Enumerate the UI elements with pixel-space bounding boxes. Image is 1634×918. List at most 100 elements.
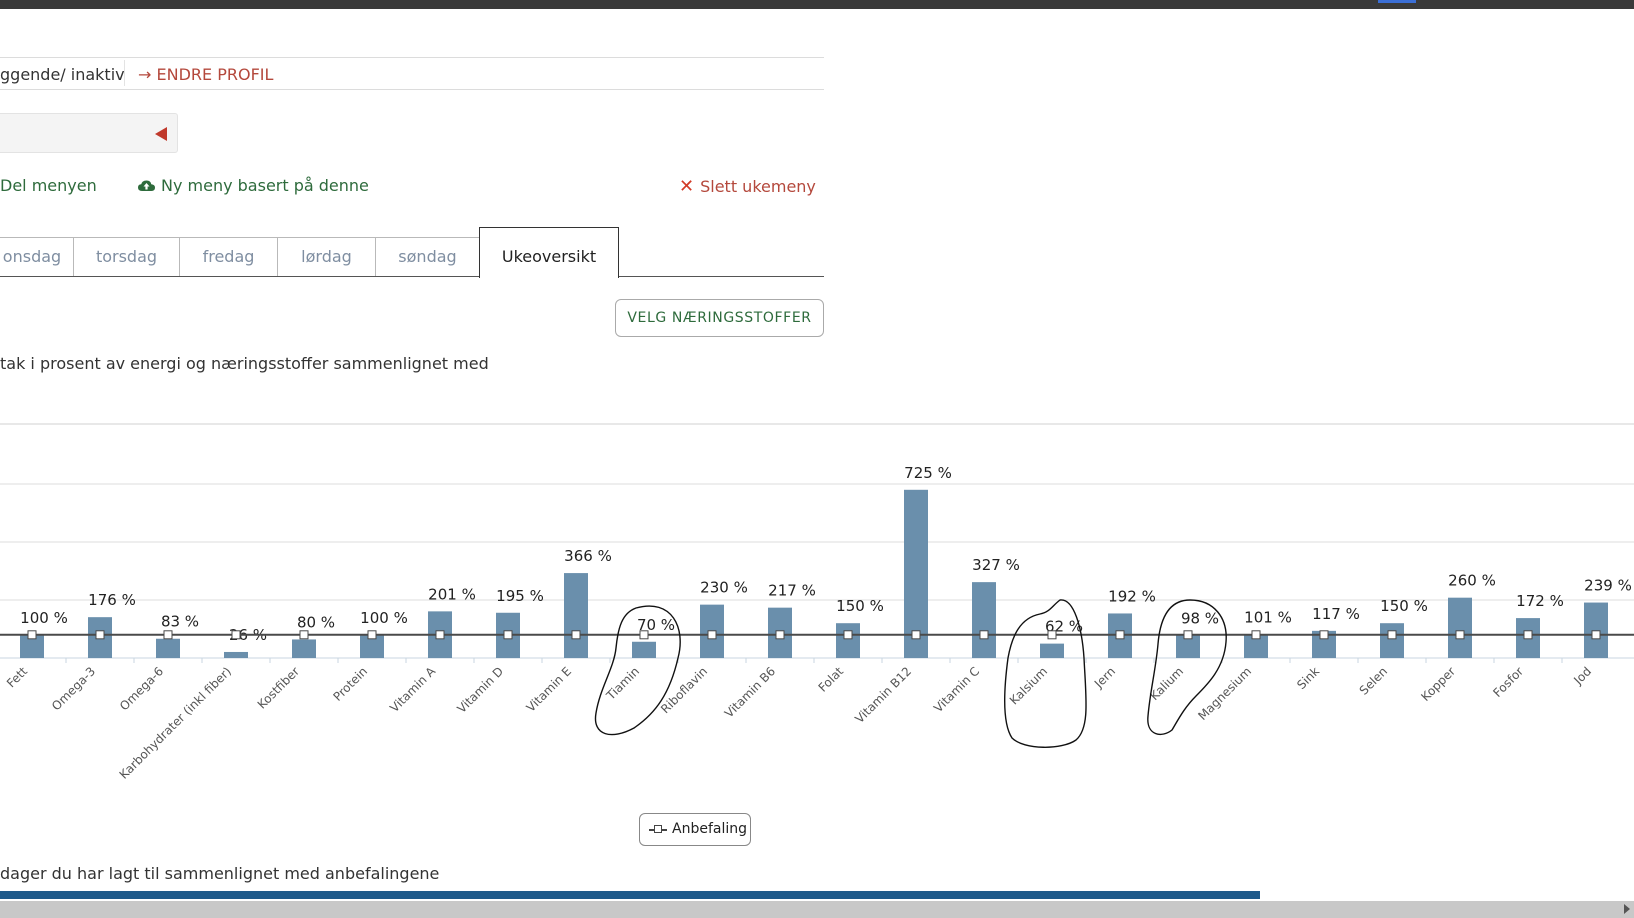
category-label: Fett bbox=[4, 664, 30, 690]
recommendation-marker bbox=[367, 630, 377, 640]
tab-ukeoversikt[interactable]: Ukeoversikt bbox=[479, 227, 619, 278]
category-label: Riboflavin bbox=[658, 664, 710, 716]
data-label: 176 % bbox=[88, 591, 136, 609]
cloud-upload-icon bbox=[138, 180, 155, 191]
tabs-baseline bbox=[0, 276, 824, 277]
data-label: 217 % bbox=[768, 582, 816, 600]
tab-torsdag[interactable]: torsdag bbox=[73, 237, 180, 277]
bar bbox=[292, 639, 316, 658]
tab-fredag[interactable]: fredag bbox=[179, 237, 278, 277]
legend-anbefaling-button[interactable]: Anbefaling bbox=[639, 813, 751, 846]
new-menu-link[interactable]: Ny meny basert på denne bbox=[138, 176, 369, 195]
browser-accent bbox=[1378, 0, 1416, 3]
menu-select[interactable] bbox=[0, 113, 178, 153]
horizontal-scrollbar[interactable] bbox=[0, 901, 1634, 918]
data-label: 201 % bbox=[428, 585, 476, 603]
recommendation-marker bbox=[843, 630, 853, 640]
recommendation-marker bbox=[1455, 630, 1465, 640]
highlight-circle-annotation bbox=[1147, 599, 1227, 736]
recommendation-marker bbox=[503, 630, 513, 640]
recommendation-marker bbox=[1251, 630, 1261, 640]
separator bbox=[124, 60, 125, 86]
profile-row: ggende/ inaktiv → ENDRE PROFIL bbox=[0, 58, 824, 90]
bar bbox=[224, 651, 248, 658]
recommendation-marker bbox=[571, 630, 581, 640]
recommendation-marker bbox=[231, 630, 241, 640]
category-label: Kostfiber bbox=[255, 664, 302, 711]
data-label: 100 % bbox=[20, 609, 68, 627]
tab-onsdag[interactable]: onsdag bbox=[0, 237, 74, 277]
share-menu-link[interactable]: Del menyen bbox=[0, 176, 97, 195]
data-label: 230 % bbox=[700, 579, 748, 597]
tab-lordag[interactable]: lørdag bbox=[277, 237, 376, 277]
bar bbox=[836, 623, 860, 658]
category-label: Kopper bbox=[1418, 664, 1458, 704]
bar bbox=[1040, 643, 1064, 658]
recommendation-marker bbox=[435, 630, 445, 640]
recommendation-marker bbox=[1047, 630, 1057, 640]
highlight-circle-annotation bbox=[1004, 599, 1087, 748]
caret-left-icon bbox=[155, 127, 167, 141]
category-label: Vitamin D bbox=[454, 664, 506, 716]
data-label: 80 % bbox=[297, 613, 335, 631]
recommendation-marker bbox=[95, 630, 105, 640]
category-label: Vitamin C bbox=[931, 664, 982, 715]
recommendation-marker bbox=[775, 630, 785, 640]
category-label: Omega-6 bbox=[117, 664, 166, 713]
bar bbox=[156, 638, 180, 658]
choose-nutrients-button[interactable]: VELG NÆRINGSSTOFFER bbox=[615, 299, 824, 337]
recommendation-marker bbox=[1183, 630, 1193, 640]
category-label: Jern bbox=[1091, 664, 1118, 691]
bar bbox=[1448, 597, 1472, 658]
recommendation-marker bbox=[1523, 630, 1533, 640]
delete-label: Slett ukemeny bbox=[700, 177, 816, 196]
bar bbox=[632, 641, 656, 658]
edit-profile-link[interactable]: → ENDRE PROFIL bbox=[138, 65, 274, 84]
data-label: 239 % bbox=[1584, 577, 1632, 595]
data-label: 70 % bbox=[637, 616, 675, 634]
category-label: Folat bbox=[816, 664, 847, 695]
recommendation-marker bbox=[707, 630, 717, 640]
data-label: 192 % bbox=[1108, 587, 1156, 605]
new-menu-label: Ny meny basert på denne bbox=[161, 176, 369, 195]
data-label: 100 % bbox=[360, 609, 408, 627]
tab-sondag[interactable]: søndag bbox=[375, 237, 480, 277]
category-label: Vitamin A bbox=[387, 664, 438, 715]
recommendation-marker bbox=[911, 630, 921, 640]
browser-top-bar bbox=[0, 0, 1634, 9]
bar bbox=[360, 634, 384, 658]
data-label: 327 % bbox=[972, 556, 1020, 574]
data-label: 172 % bbox=[1516, 592, 1564, 610]
data-label: 150 % bbox=[836, 597, 884, 615]
data-label: 260 % bbox=[1448, 572, 1496, 590]
category-label: Fosfor bbox=[1490, 664, 1526, 700]
data-label: 98 % bbox=[1181, 609, 1219, 627]
data-label: 366 % bbox=[564, 547, 612, 565]
recommendation-marker bbox=[1387, 630, 1397, 640]
recommendation-line-icon bbox=[649, 825, 667, 833]
recommendation-marker bbox=[27, 630, 37, 640]
day-tabs: onsdag torsdag fredag lørdag søndag Ukeo… bbox=[0, 227, 824, 278]
bar bbox=[1380, 623, 1404, 658]
category-label: Vitamin E bbox=[524, 664, 574, 714]
delete-weekmenu-link[interactable]: ✕ Slett ukemeny bbox=[679, 176, 816, 197]
recommendation-marker bbox=[163, 630, 173, 640]
category-label: Tiamin bbox=[603, 664, 642, 703]
category-label: Sink bbox=[1294, 664, 1322, 692]
bar bbox=[1176, 635, 1200, 658]
data-label: 117 % bbox=[1312, 605, 1360, 623]
category-label: Vitamin B6 bbox=[722, 664, 778, 720]
scroll-right-icon bbox=[1624, 904, 1630, 914]
bar bbox=[904, 489, 928, 658]
recommendation-marker bbox=[299, 630, 309, 640]
recommendation-marker bbox=[639, 630, 649, 640]
category-label: Protein bbox=[330, 664, 370, 704]
bar bbox=[20, 634, 44, 658]
data-label: 150 % bbox=[1380, 597, 1428, 615]
close-icon: ✕ bbox=[679, 176, 695, 197]
data-label: 725 % bbox=[904, 464, 952, 482]
recommendation-marker bbox=[1115, 630, 1125, 640]
activity-status: ggende/ inaktiv bbox=[0, 65, 125, 84]
category-label: Magnesium bbox=[1195, 664, 1254, 723]
